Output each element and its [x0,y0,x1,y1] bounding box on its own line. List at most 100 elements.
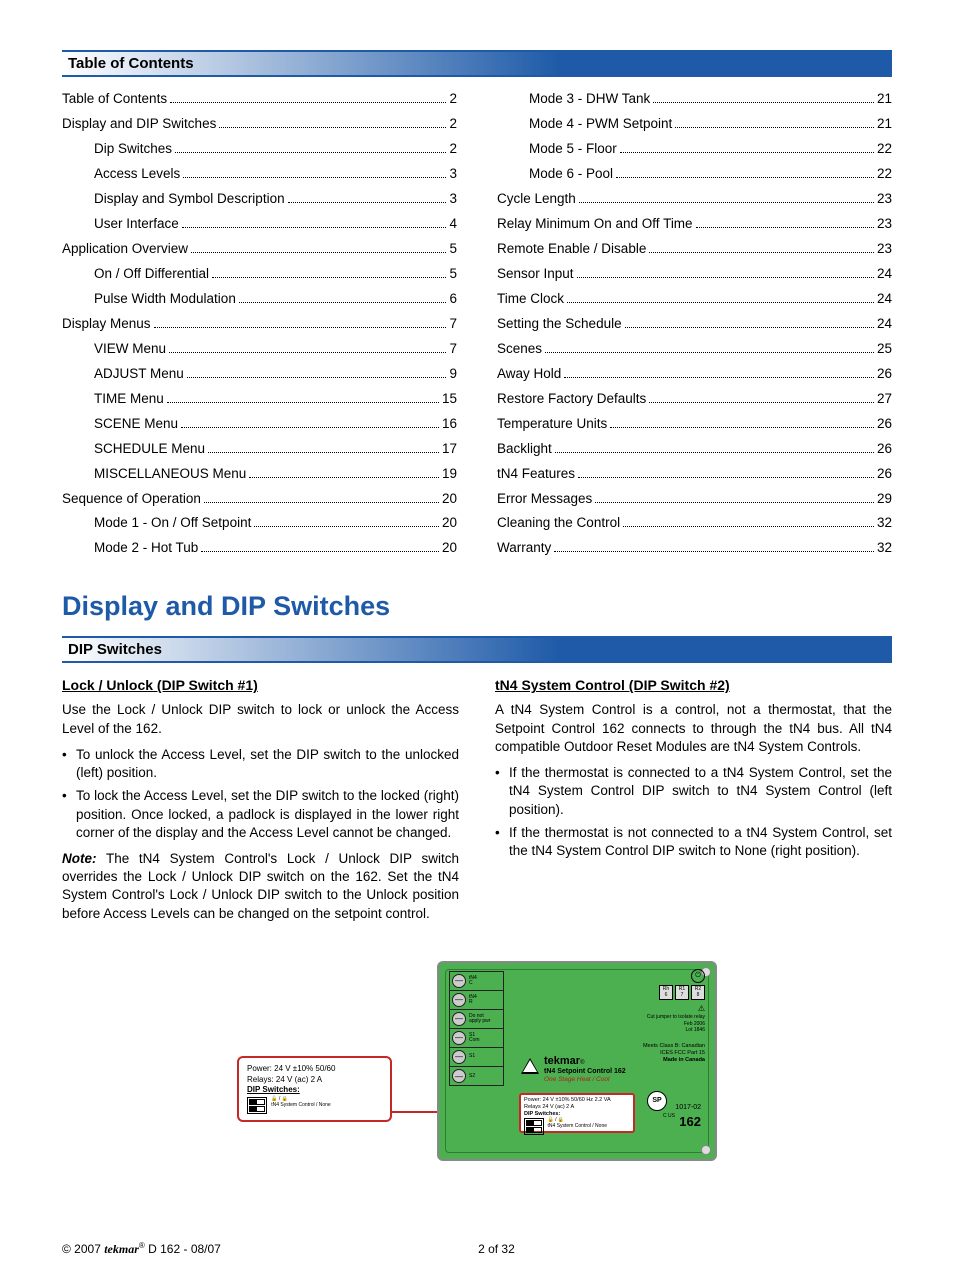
toc-page: 29 [877,487,892,512]
toc-page: 5 [449,237,457,262]
toc-page: 26 [877,362,892,387]
toc-dots [578,467,874,478]
toc-page: 24 [877,262,892,287]
toc-label: Display and Symbol Description [94,187,285,212]
toc-left-column: Table of Contents2Display and DIP Switch… [62,87,457,561]
footer-page-number: 2 of 32 [478,1242,515,1256]
toc-dots [564,367,874,378]
pcb-mid-right: Meets Class B: Canadian ICES FCC Part 15… [633,1043,705,1064]
toc-page: 5 [449,262,457,287]
pcb-top-right: ⏻ Rh6 R17 R28 ⚠ Cut jumper to isolate re… [615,969,705,1034]
toc-dots [191,242,446,253]
toc-dots [675,117,874,128]
toc-dots [288,192,447,203]
toc-dots [554,542,874,553]
toc-header-bar: Table of Contents [62,50,892,77]
toc-dots [170,92,446,103]
toc-label: Mode 2 - Hot Tub [94,536,198,561]
toc-entry: Pulse Width Modulation6 [62,287,457,312]
toc-page: 6 [449,287,457,312]
toc-label: SCHEDULE Menu [94,437,205,462]
toc-page: 21 [877,112,892,137]
toc-label: Table of Contents [62,87,167,112]
note-body: The tN4 System Control's Lock / Unlock D… [62,851,459,921]
toc-label: Setting the Schedule [497,312,622,337]
toc-label: Error Messages [497,487,592,512]
toc-page: 19 [442,462,457,487]
toc-dots [219,117,446,128]
toc-entry: Display and DIP Switches2 [62,112,457,137]
screw-icon [701,1145,711,1155]
toc-entry: Display and Symbol Description 3 [62,187,457,212]
toc-page: 27 [877,387,892,412]
right-bullets: If the thermostat is connected to a tN4 … [495,764,892,860]
toc-dots [182,217,447,228]
toc-page: 22 [877,137,892,162]
toc-label: Display Menus [62,312,151,337]
toc-dots [620,142,874,153]
model-number: 162 [679,1114,701,1129]
footer-left: © 2007 tekmar® D 162 - 08/07 [62,1241,221,1257]
toc-dots [595,492,874,503]
toc-dots [653,92,874,103]
toc-entry: Remote Enable / Disable23 [497,237,892,262]
toc-dots [696,217,874,228]
toc-page: 7 [449,312,457,337]
dip-switch-drawing [247,1097,267,1114]
toc-dots [212,267,446,278]
toc-dots [625,317,874,328]
toc-page: 3 [449,187,457,212]
toc-entry: Application Overview5 [62,237,457,262]
toc-label: Warranty [497,536,551,561]
toc-label: User Interface [94,212,179,237]
toc-entry: Mode 5 - Floor 22 [497,137,892,162]
toc-dots [181,417,439,428]
toc-page: 23 [877,187,892,212]
dip-labels: 🔓 / 🔒 tN4 System Control / None [271,1096,330,1108]
toc-dots [187,367,447,378]
page-footer: © 2007 tekmar® D 162 - 08/07 2 of 32 [62,1241,892,1257]
toc-label: Scenes [497,337,542,362]
toc-page: 2 [449,112,457,137]
toc-entry: Display Menus 7 [62,312,457,337]
pcb-power-box: Power: 24 V ±10% 50/60 Hz 2.2 VA Relays … [519,1093,635,1133]
toc-label: Mode 5 - Floor [529,137,617,162]
toc-entry: tN4 Features26 [497,462,892,487]
toc-dots [183,167,446,178]
toc-entry: Table of Contents2 [62,87,457,112]
right-subheading: tN4 System Control (DIP Switch #2) [495,677,892,693]
toc-label: ADJUST Menu [94,362,184,387]
callout-box: Power: 24 V ±10% 50/60 Relays: 24 V (ac)… [237,1056,392,1122]
toc-label: Remote Enable / Disable [497,237,646,262]
toc-dots [201,542,439,553]
bullet-item: If the thermostat is connected to a tN4 … [509,764,892,819]
toc-label: On / Off Differential [94,262,209,287]
toc-page: 20 [442,487,457,512]
bullet-item: To lock the Access Level, set the DIP sw… [76,787,459,842]
toc-dots [649,242,874,253]
toc-label: Time Clock [497,287,564,312]
toc-page: 17 [442,437,457,462]
toc-label: TIME Menu [94,387,164,412]
toc-label: Mode 6 - Pool [529,162,613,187]
csa-icon: SP [647,1091,667,1111]
toc-header-text: Table of Contents [68,55,194,72]
toc-entry: Mode 2 - Hot Tub 20 [62,536,457,561]
right-intro: A tN4 System Control is a control, not a… [495,701,892,756]
toc-label: Relay Minimum On and Off Time [497,212,693,237]
toc-label: Away Hold [497,362,561,387]
pcb-diagram: Power: 24 V ±10% 50/60 Relays: 24 V (ac)… [237,961,717,1181]
toc-page: 20 [442,536,457,561]
toc-page: 25 [877,337,892,362]
toc-page: 15 [442,387,457,412]
callout-dip-hdr: DIP Switches: [247,1085,382,1096]
toc-entry: User Interface4 [62,212,457,237]
warning-icon [521,1058,539,1074]
toc-entry: Cycle Length23 [497,187,892,212]
left-note: Note: The tN4 System Control's Lock / Un… [62,850,459,923]
left-bullets: To unlock the Access Level, set the DIP … [62,746,459,842]
callout-relays: Relays: 24 V (ac) 2 A [247,1075,382,1086]
toc-page: 32 [877,511,892,536]
toc-page: 24 [877,287,892,312]
content-columns: Lock / Unlock (DIP Switch #1) Use the Lo… [62,677,892,930]
